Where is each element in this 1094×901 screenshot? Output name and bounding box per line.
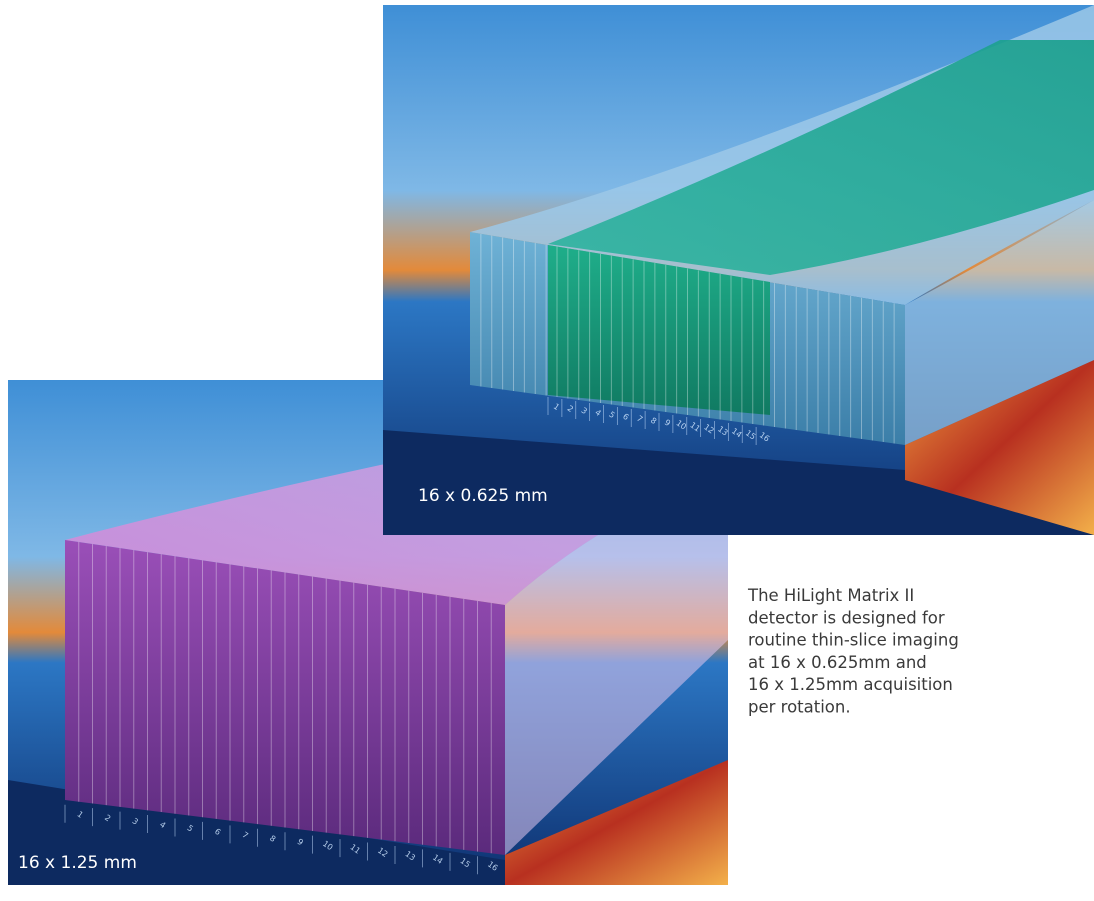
- scale-label: 7: [635, 414, 644, 424]
- scale-label: 3: [131, 816, 140, 826]
- scale-label: 4: [593, 408, 602, 418]
- scale-label: 9: [296, 837, 305, 847]
- top-illustration: 1 2 3 4 5 6 7 8 9 10 11 12 13 14 15 16: [383, 5, 1094, 535]
- scale-label: 8: [268, 834, 277, 844]
- scale-label: 7: [241, 830, 250, 840]
- description-line: per rotation.: [748, 698, 851, 717]
- description-line: detector is designed for: [748, 608, 945, 627]
- bottom-caption: 16 x 1.25 mm: [18, 853, 137, 873]
- scale-label: 1: [76, 810, 85, 820]
- scale-label: 8: [649, 416, 658, 426]
- description-line: 16 x 1.25mm acquisition: [748, 675, 953, 694]
- top-caption: 16 x 0.625 mm: [418, 486, 548, 506]
- scale-label: 2: [566, 404, 575, 414]
- scale-label: 6: [621, 412, 630, 422]
- description-line: The HiLight Matrix II: [747, 586, 914, 605]
- scale-label: 5: [607, 410, 616, 420]
- description-line: at 16 x 0.625mm and: [748, 653, 927, 672]
- scale-label: 2: [103, 813, 112, 823]
- description: The HiLight Matrix II detector is designe…: [747, 586, 959, 717]
- scale-label: 5: [186, 823, 195, 833]
- scale-label: 4: [158, 820, 167, 830]
- scale-label: 3: [579, 406, 588, 416]
- scale-label: 1: [552, 402, 561, 412]
- scale-label: 9: [663, 418, 672, 428]
- description-line: routine thin-slice imaging: [748, 631, 959, 650]
- scale-label: 6: [213, 827, 222, 837]
